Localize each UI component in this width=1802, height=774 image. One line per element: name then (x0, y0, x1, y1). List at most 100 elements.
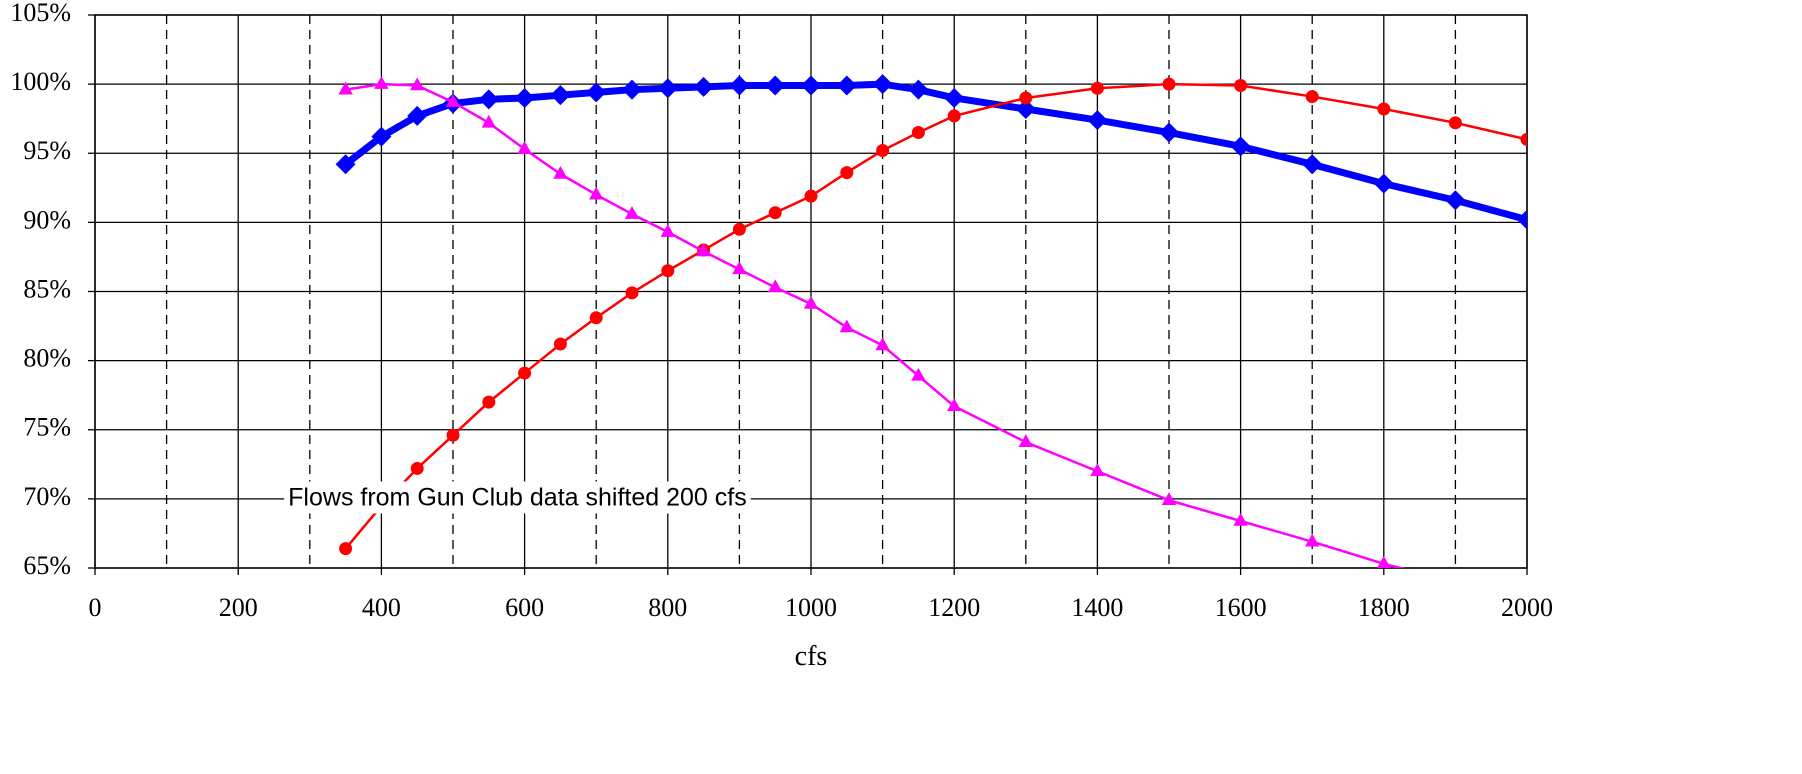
x-tick-label: 1200 (928, 593, 980, 622)
data-point-diamond (944, 87, 965, 108)
data-point-triangle (553, 165, 568, 179)
data-point-diamond (1015, 99, 1036, 120)
data-point-diamond (407, 105, 428, 126)
y-tick-label: 70% (23, 482, 71, 511)
x-tick-label: 1400 (1071, 593, 1123, 622)
data-point-triangle (374, 76, 389, 89)
data-point-diamond (371, 126, 392, 147)
data-point-diamond (514, 87, 535, 108)
annotation-background (284, 481, 751, 514)
data-point-diamond (1517, 209, 1527, 230)
data-point-circle (553, 337, 567, 351)
data-point-triangle (481, 114, 496, 128)
y-tick-label: 65% (23, 551, 71, 580)
x-axis-title: cfs (795, 641, 828, 672)
x-tick-label: 400 (362, 593, 401, 622)
x-tick-label: 2000 (1501, 593, 1553, 622)
y-tick-label: 90% (23, 205, 71, 234)
data-point-circle (661, 264, 675, 278)
x-tick-label: 1000 (785, 593, 837, 622)
data-point-triangle (660, 224, 675, 237)
data-point-circle (732, 222, 746, 236)
y-tick-label: 80% (23, 344, 71, 373)
data-point-triangle (1376, 555, 1391, 568)
series-3 (338, 76, 1462, 587)
x-tick-label: 800 (648, 593, 687, 622)
data-point-diamond (335, 154, 356, 175)
data-point-triangle (410, 77, 425, 91)
data-point-diamond (1445, 190, 1466, 211)
x-tick-label: 1600 (1215, 593, 1267, 622)
data-point-circle (589, 311, 603, 325)
series-line (344, 82, 1527, 550)
data-point-diamond (550, 85, 571, 106)
x-tick-label: 0 (89, 593, 102, 622)
data-point-circle (1520, 132, 1527, 146)
data-point-diamond (872, 74, 893, 95)
data-point-triangle (1018, 434, 1033, 447)
data-point-circle (1162, 77, 1176, 91)
data-point-diamond (1087, 110, 1108, 131)
y-tick-label: 105% (10, 0, 71, 27)
data-point-diamond (586, 82, 607, 103)
data-point-circle (1090, 81, 1104, 95)
series-1 (335, 74, 1527, 230)
data-point-triangle (839, 319, 854, 333)
data-point-circle (339, 542, 353, 556)
data-point-diamond (1302, 154, 1323, 175)
data-point-triangle (1448, 574, 1462, 587)
data-point-diamond (693, 76, 714, 97)
data-point-triangle (768, 279, 783, 293)
data-point-triangle (517, 141, 532, 154)
data-point-circle (1305, 90, 1319, 104)
data-point-circle (876, 143, 890, 157)
data-point-triangle (696, 243, 711, 257)
data-point-circle (1448, 116, 1462, 130)
data-point-diamond (801, 75, 821, 96)
data-point-triangle (803, 295, 819, 309)
data-point-triangle (1233, 512, 1248, 526)
data-point-circle (446, 428, 460, 442)
data-point-triangle (338, 81, 353, 95)
data-point-circle (804, 189, 818, 203)
data-point-triangle (1305, 533, 1320, 547)
data-point-circle (768, 206, 782, 220)
data-point-circle (625, 286, 639, 300)
data-point-diamond (1373, 173, 1394, 194)
y-tick-label: 75% (23, 413, 71, 442)
data-point-diamond (765, 75, 786, 96)
data-point-triangle (911, 367, 926, 381)
data-point-circle (1019, 91, 1033, 105)
data-point-diamond (729, 75, 750, 96)
annotation-text: Flows from Gun Club data shifted 200 cfs (288, 483, 747, 511)
data-point-diamond (908, 79, 929, 100)
axes: 0 200 400 600 800 1000 1200 1400 1600 1800 2000 65%… (10, 0, 1553, 622)
data-point-triangle (947, 398, 962, 412)
data-point-diamond (836, 75, 857, 96)
data-point-circle (947, 109, 961, 123)
data-point-diamond (622, 79, 642, 100)
data-point-circle (1377, 102, 1391, 116)
data-point-circle (911, 126, 925, 140)
data-point-circle (482, 395, 496, 409)
data-point-triangle (875, 337, 890, 351)
data-point-triangle (445, 94, 461, 107)
data-point-triangle (1161, 492, 1177, 506)
data-point-circle (840, 166, 854, 180)
data-point-diamond (1159, 122, 1179, 143)
data-point-triangle (589, 186, 604, 200)
data-point-circle (518, 366, 532, 380)
y-tick-label: 95% (23, 136, 71, 165)
data-point-circle (410, 461, 424, 475)
y-tick-label: 100% (10, 67, 71, 96)
series-2 (339, 77, 1527, 556)
x-tick-label: 200 (219, 593, 258, 622)
y-tick-label: 85% (23, 274, 71, 303)
data-point-triangle (1090, 463, 1105, 477)
series-group (335, 74, 1527, 587)
data-point-diamond (657, 78, 678, 99)
data-point-diamond (478, 89, 499, 110)
x-tick-label: 600 (505, 593, 544, 622)
